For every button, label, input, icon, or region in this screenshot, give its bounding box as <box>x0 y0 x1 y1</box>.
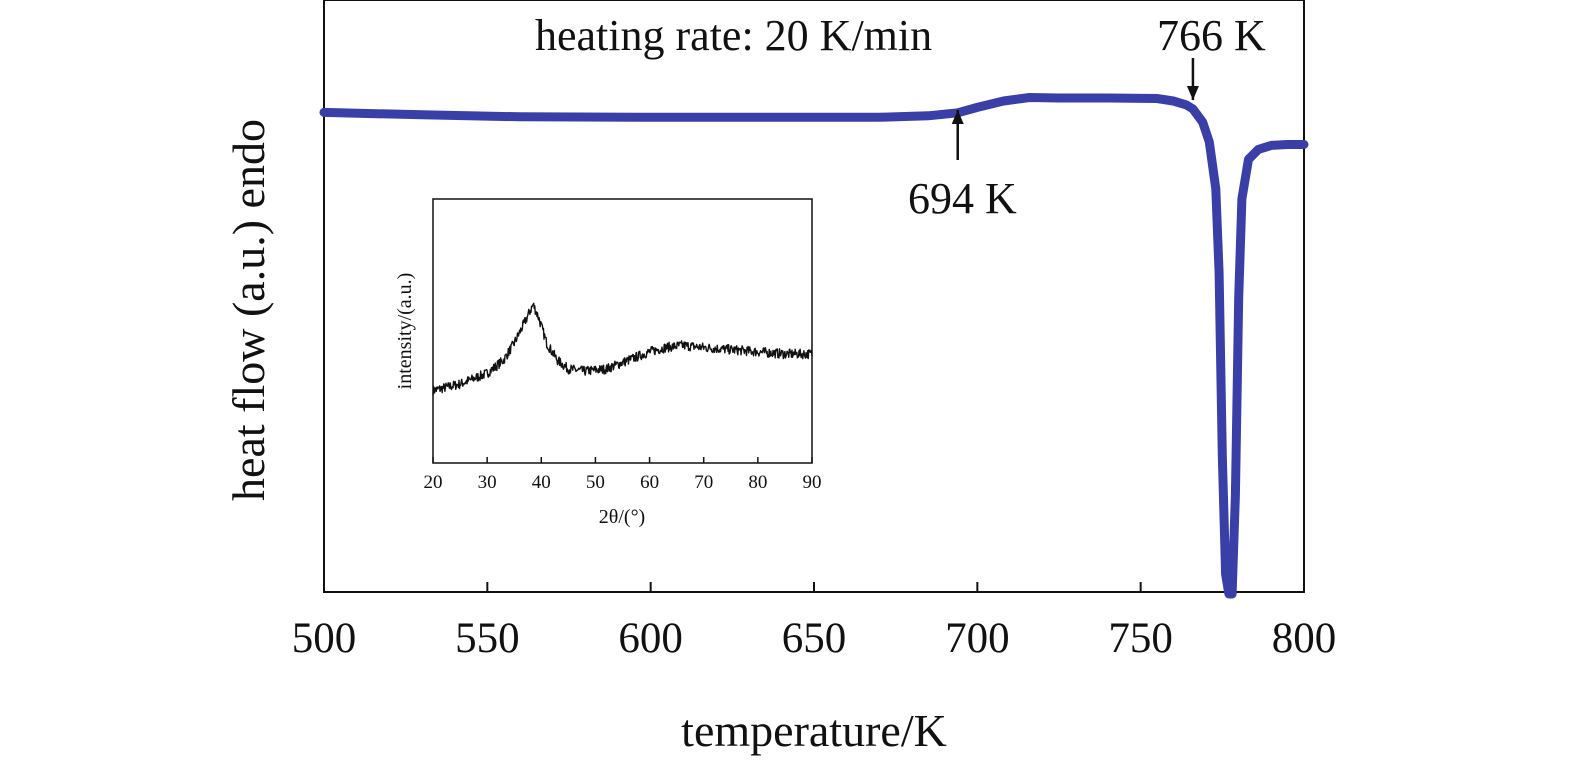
main-x-tick-label: 700 <box>945 615 1010 662</box>
main-x-tick-label: 550 <box>455 615 520 662</box>
inset-x-ticks <box>432 457 813 463</box>
main-x-axis-label: temperature/K <box>681 705 947 756</box>
arrow-down-icon <box>1186 58 1199 100</box>
heating-rate-annotation: heating rate: 20 K/min <box>535 11 932 60</box>
main-y-axis-label: heat flow (a.u.) endo <box>223 119 274 501</box>
inset-x-tick-label: 40 <box>532 472 551 493</box>
inset-x-tick-label: 50 <box>586 472 605 493</box>
inset-x-tick-label: 30 <box>478 472 497 493</box>
inset-x-tick-label: 20 <box>424 472 443 493</box>
arrow-up-icon <box>951 110 964 160</box>
main-x-tick-labels: 500 550 600 650 700 750 800 <box>292 615 1337 662</box>
dsc-curve <box>319 93 1309 599</box>
inset-y-axis-label: intensity/(a.u.) <box>394 273 416 390</box>
main-x-tick-label: 750 <box>1108 615 1173 662</box>
inset-x-tick-label: 60 <box>640 472 659 493</box>
annotation-766-label: 766 K <box>1157 11 1266 60</box>
inset-plot-frame <box>432 198 813 464</box>
xrd-pattern-curve <box>432 302 813 396</box>
main-x-ticks <box>323 582 1305 592</box>
annotation-694-label: 694 K <box>908 174 1017 223</box>
main-x-tick-label: 600 <box>618 615 683 662</box>
inset-x-tick-labels: 20 30 40 50 60 70 80 90 <box>424 472 822 493</box>
inset-x-axis-label: 2θ/(°) <box>599 506 645 528</box>
inset-x-tick-label: 80 <box>748 472 767 493</box>
main-x-tick-label: 500 <box>292 615 357 662</box>
inset-x-tick-label: 70 <box>694 472 713 493</box>
main-x-tick-label: 650 <box>782 615 847 662</box>
main-x-tick-label: 800 <box>1272 615 1337 662</box>
inset-x-tick-label: 90 <box>803 472 822 493</box>
